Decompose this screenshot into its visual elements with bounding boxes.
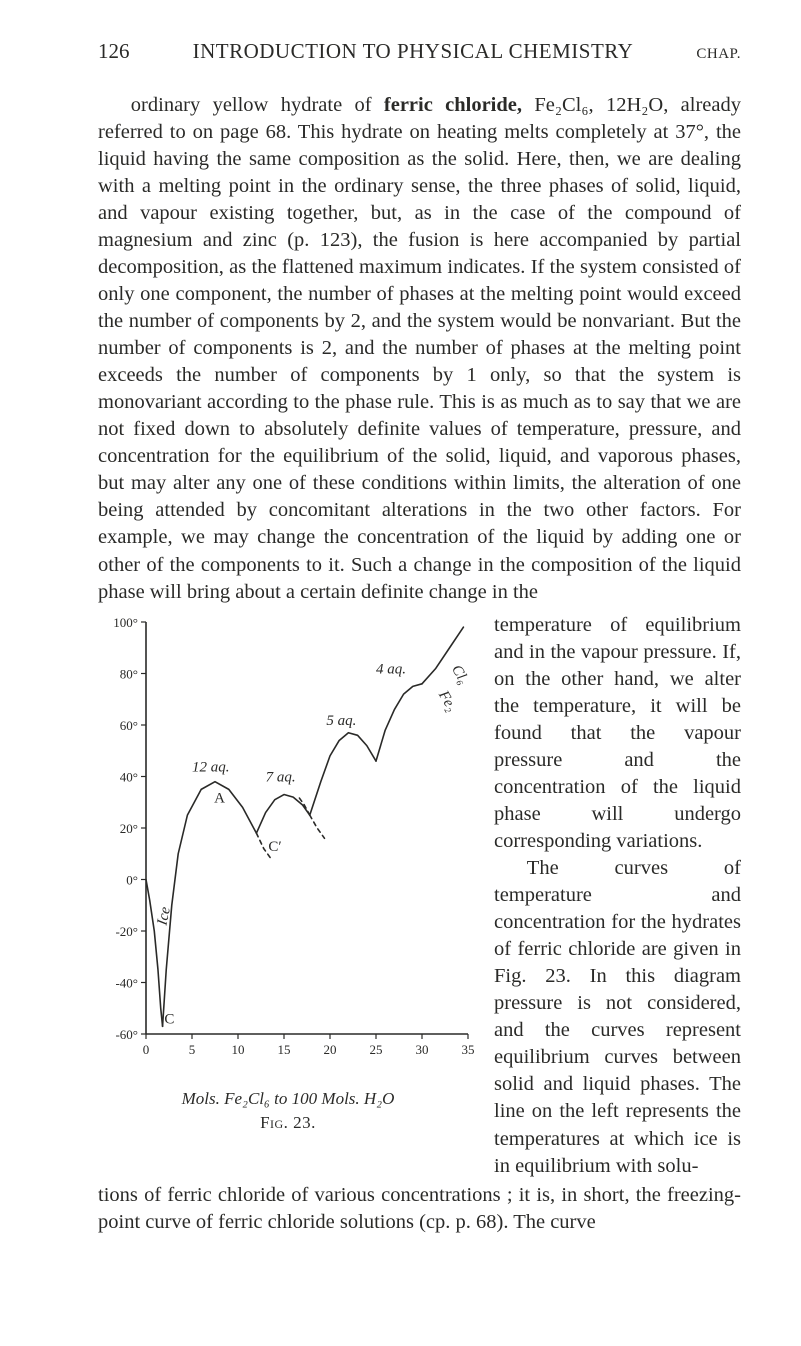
figure-caption: Fig. 23. (98, 1112, 478, 1134)
svg-text:0°: 0° (126, 872, 138, 887)
p1-b: Fe₂Cl₆, 12H₂O, already referred to on pa… (98, 94, 741, 603)
running-title: INTRODUCTION TO PHYSICAL CHEMISTRY (130, 38, 697, 66)
svg-text:15: 15 (278, 1042, 291, 1057)
figure-23-chart: -60° -40° -20° 0° 20° 40° 60° 80° 100° 0 5 10 15 20 25… (98, 612, 478, 1092)
svg-text:12 aq.: 12 aq. (192, 759, 230, 775)
svg-text:5: 5 (189, 1042, 196, 1057)
svg-text:20: 20 (324, 1042, 337, 1057)
svg-text:-60°: -60° (115, 1027, 138, 1042)
p1-bold: ferric chloride, (384, 94, 522, 116)
right-col-p2: The curves of temperature and concentrat… (494, 857, 741, 1177)
figure-column: -60° -40° -20° 0° 20° 40° 60° 80° 100° 0 5 10 15 20 25… (98, 612, 478, 1180)
svg-text:Cl₆: Cl₆ (448, 662, 472, 687)
svg-text:35: 35 (462, 1042, 475, 1057)
svg-text:C: C (164, 1011, 174, 1027)
svg-text:60°: 60° (120, 718, 138, 733)
p1-a: ordinary yellow hydrate of (131, 94, 384, 116)
tail-paragraph: tions of ferric chloride of various conc… (98, 1182, 741, 1236)
svg-text:4 aq.: 4 aq. (376, 661, 406, 677)
main-paragraph: ordinary yellow hydrate of ferric chlori… (98, 92, 741, 606)
svg-text:-20°: -20° (115, 924, 138, 939)
svg-text:0: 0 (143, 1042, 150, 1057)
page-header: 126 INTRODUCTION TO PHYSICAL CHEMISTRY C… (98, 38, 741, 66)
chapter-label: CHAP. (696, 45, 741, 65)
svg-text:Fe₂: Fe₂ (435, 687, 460, 714)
svg-text:-40°: -40° (115, 975, 138, 990)
right-text-column: temperature of equilibrium and in the va… (494, 612, 741, 1180)
svg-text:10: 10 (232, 1042, 245, 1057)
right-col-p1: temperature of equilibrium and in the va… (494, 614, 741, 852)
svg-text:100°: 100° (113, 615, 138, 630)
svg-text:A: A (214, 790, 225, 806)
svg-text:80°: 80° (120, 666, 138, 681)
svg-text:5 aq.: 5 aq. (326, 713, 356, 729)
svg-text:20°: 20° (120, 821, 138, 836)
svg-text:40°: 40° (120, 769, 138, 784)
svg-text:25: 25 (370, 1042, 383, 1057)
svg-text:30: 30 (416, 1042, 429, 1057)
svg-text:7 aq.: 7 aq. (266, 769, 296, 785)
page-number: 126 (98, 38, 130, 66)
svg-text:C′: C′ (268, 839, 281, 855)
svg-text:Ice: Ice (154, 905, 174, 928)
